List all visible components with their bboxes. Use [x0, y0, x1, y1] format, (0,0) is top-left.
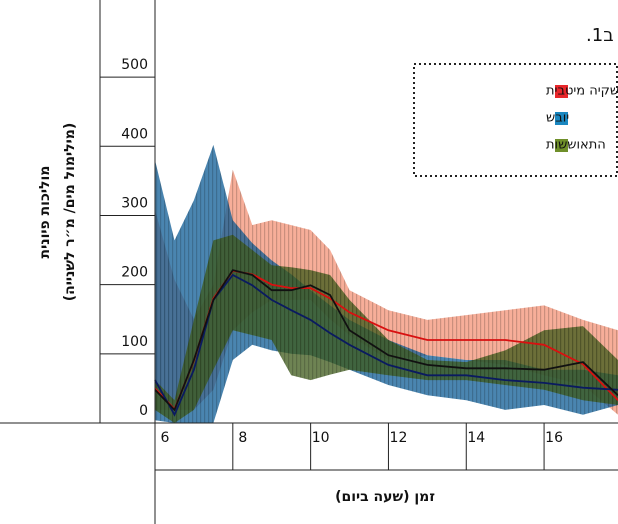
y-axis-label: (מילימול מים/ מ״ר לשנייה)	[62, 123, 78, 302]
x-tick-label: 14	[467, 430, 485, 446]
legend-swatch	[555, 85, 568, 98]
y-tick-label: 0	[139, 403, 148, 419]
band-hatch	[155, 234, 618, 423]
mean-line	[154, 269, 618, 412]
x-tick-label: 16	[545, 430, 563, 446]
chart-title: ב1.	[586, 25, 614, 46]
y-axis-label: מוליכות פיונית	[37, 166, 53, 259]
legend-swatch	[555, 112, 568, 125]
x-tick-label: 10	[312, 430, 330, 446]
legend-swatch	[555, 139, 568, 152]
legend-label: התאוששות	[546, 138, 606, 153]
x-tick-label: 6	[161, 430, 170, 446]
y-tick-label: 400	[121, 126, 148, 142]
legend-label: השקיה מיטבית	[546, 84, 618, 99]
x-tick-label: 12	[390, 430, 408, 446]
y-tick-label: 100	[121, 334, 148, 350]
legend-label: יובש	[546, 111, 569, 126]
y-tick-label: 300	[121, 195, 148, 211]
y-tick-label: 200	[121, 265, 148, 281]
x-tick-label: 8	[238, 430, 247, 446]
legend-box	[413, 63, 618, 177]
y-tick-label: 500	[121, 57, 148, 73]
x-axis-label: זמן (שעה ביום)	[335, 489, 435, 505]
plot-area	[154, 144, 618, 423]
